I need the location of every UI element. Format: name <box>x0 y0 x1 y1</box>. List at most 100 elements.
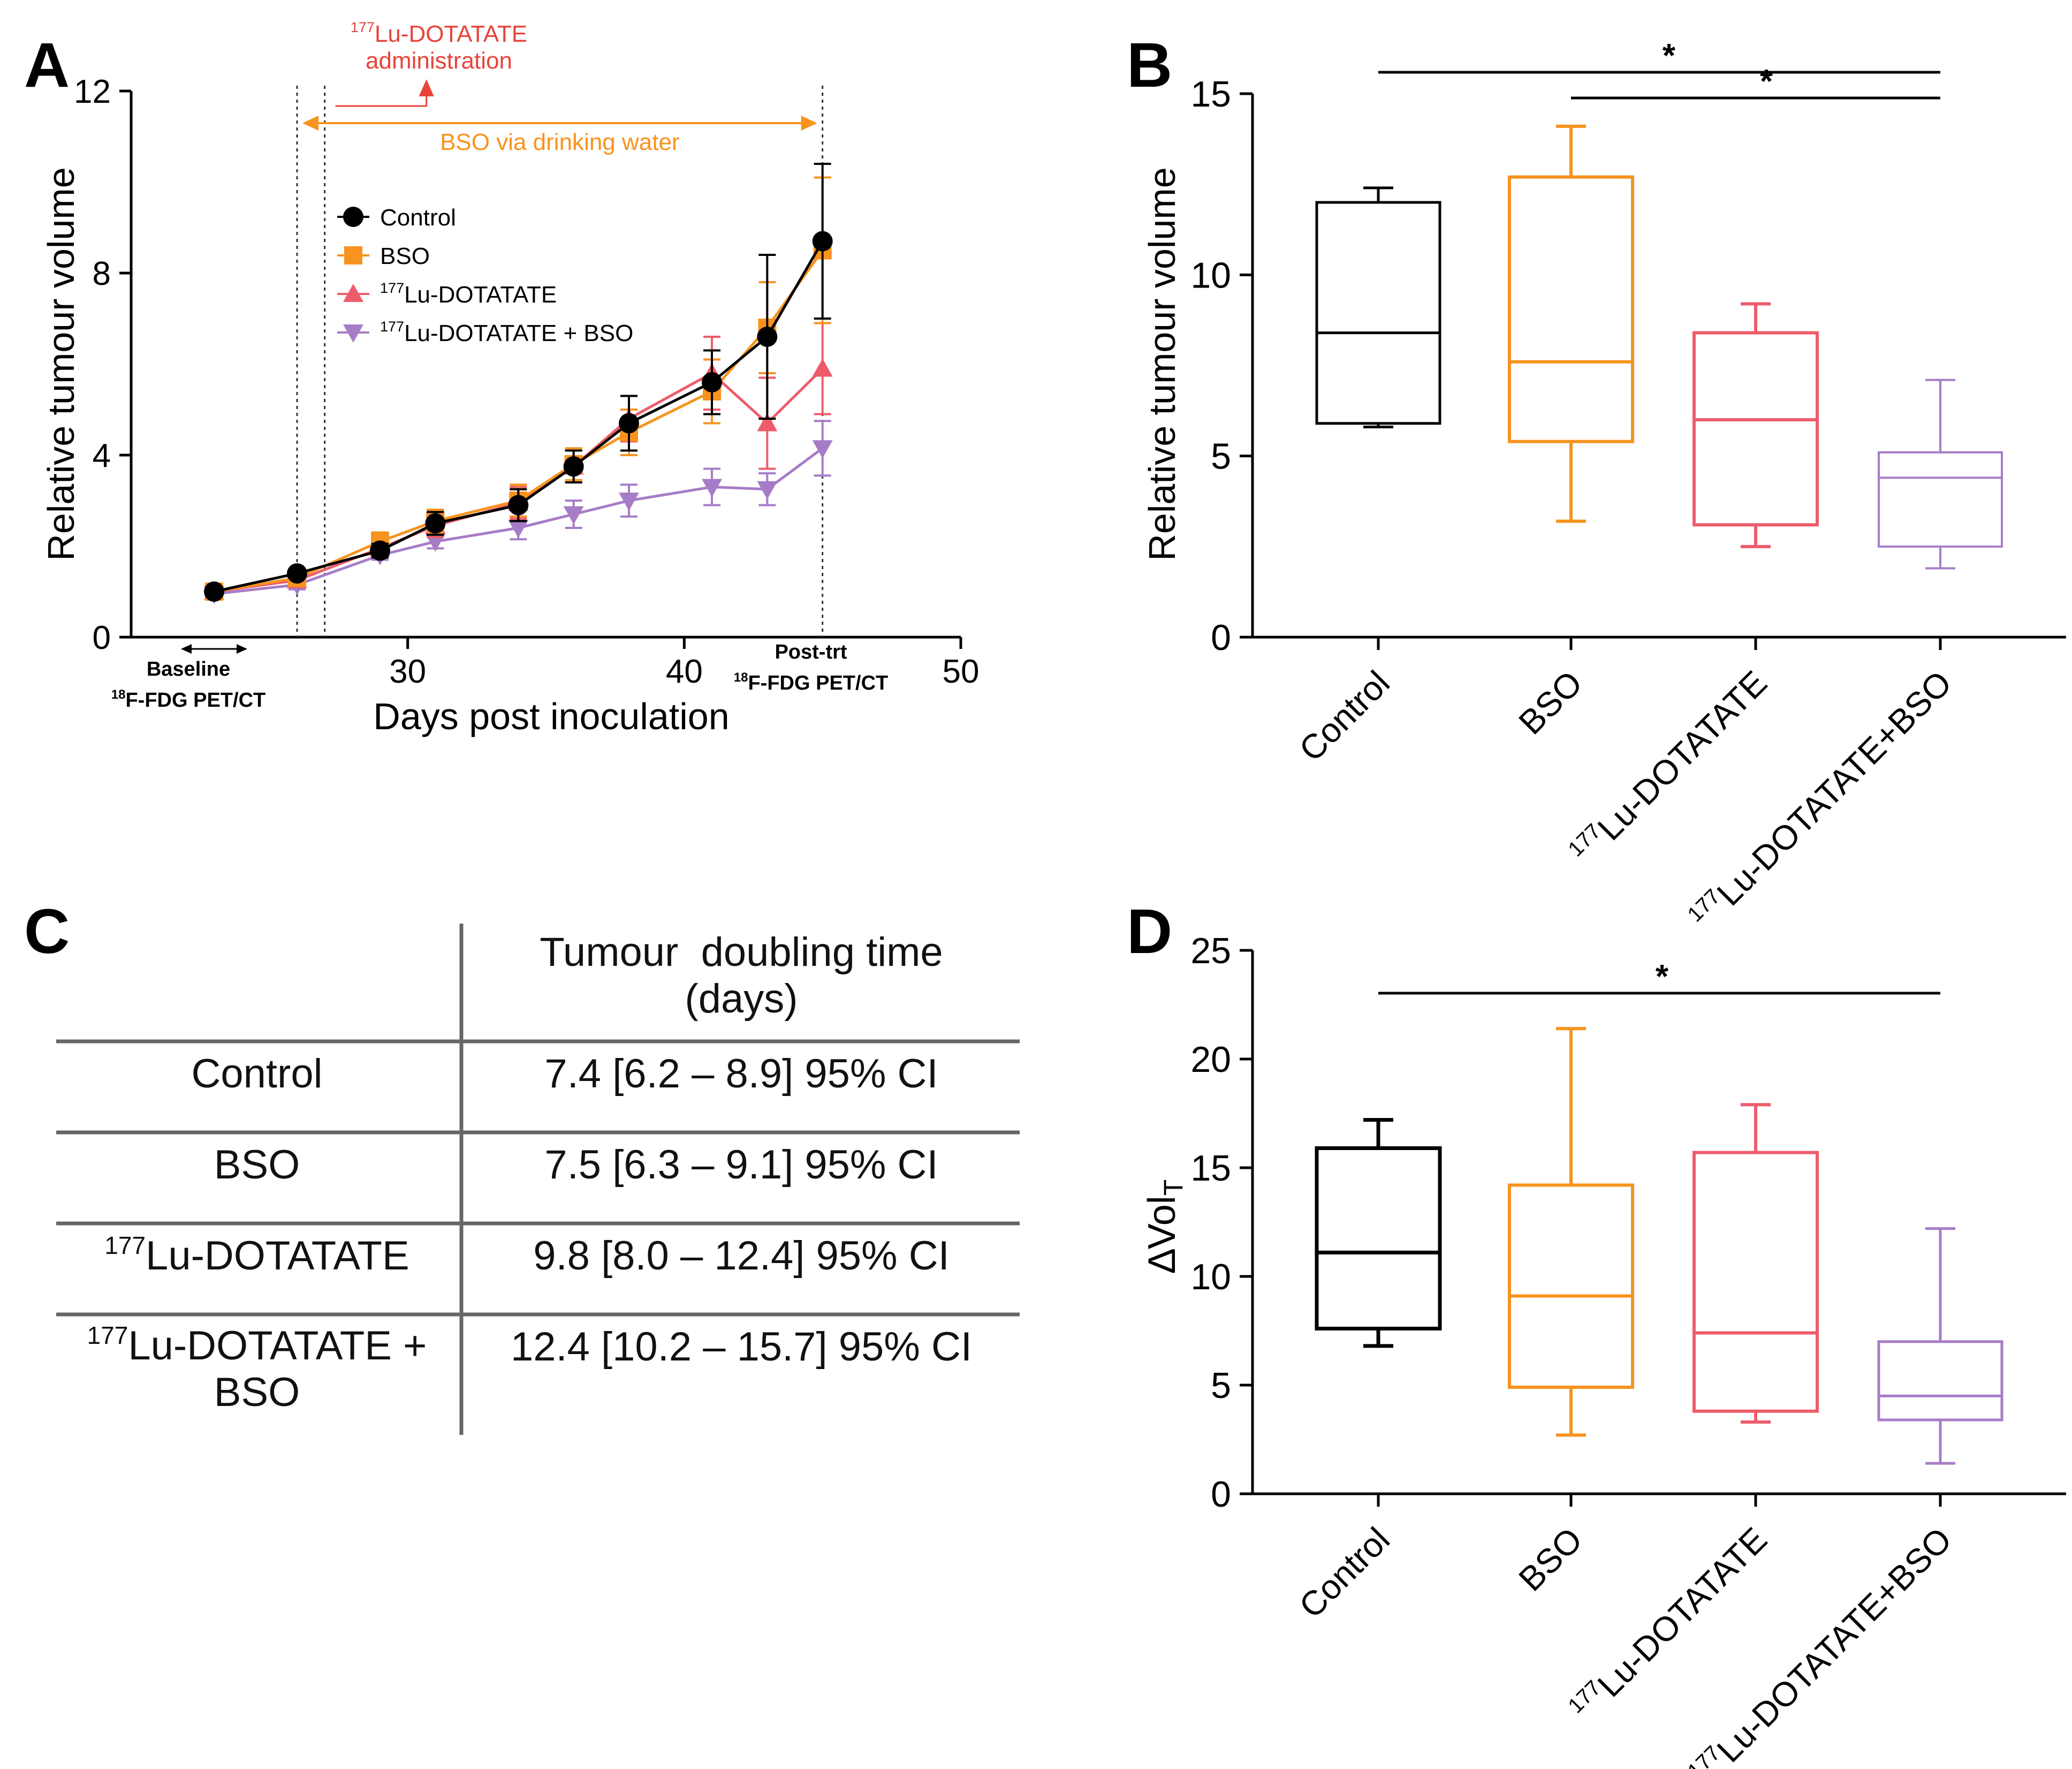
row-name: Control <box>191 1051 323 1097</box>
label-text: Lu-DOTATATE <box>375 21 527 47</box>
y-tick-label: 10 <box>1190 255 1231 296</box>
box-0 <box>1315 186 1441 429</box>
superscript: 18 <box>734 670 748 685</box>
posttrt-label-line1: Post-trt <box>775 641 847 663</box>
row-superscript: 177 <box>104 1231 146 1259</box>
baseline-arrow-left <box>181 644 192 654</box>
legend-marker <box>344 246 362 264</box>
row-name: Lu-DOTATATE <box>146 1233 409 1279</box>
superscript: 177 <box>351 19 375 35</box>
category-label: Control <box>1292 1520 1397 1626</box>
y-tick-label: 20 <box>1190 1039 1231 1080</box>
y-tick-label: 25 <box>1190 931 1231 971</box>
label-text: Lu-DOTATATE <box>404 282 557 308</box>
table-header-line1: Tumour doubling time <box>540 929 943 975</box>
table-row-value: 7.5 [6.3 – 9.1] 95% CI <box>544 1142 938 1188</box>
label-text: Lu-DOTATATE + BSO <box>404 320 633 346</box>
table-row-value: 9.8 [8.0 – 12.4] 95% CI <box>533 1233 950 1279</box>
significance-star: * <box>1663 37 1676 74</box>
significance-star: * <box>1760 63 1773 100</box>
box-0 <box>1315 1118 1442 1348</box>
baseline-label-line1: Baseline <box>147 658 230 681</box>
significance-star: * <box>1656 958 1669 995</box>
series-line <box>214 447 824 595</box>
data-point <box>508 495 529 516</box>
label-text: Lu-DOTATATE <box>1590 1520 1774 1704</box>
data-point <box>757 327 778 347</box>
panel-label-c: C <box>24 896 70 967</box>
data-point <box>619 413 639 434</box>
data-point <box>425 513 446 534</box>
admin-label-line1: 177Lu-DOTATATE <box>351 19 527 47</box>
admin-arrow-head <box>419 79 434 96</box>
y-label-subscript: T <box>1158 1180 1188 1196</box>
y-tick-label: 15 <box>1190 74 1231 115</box>
series-line <box>214 240 824 593</box>
category-label: 177Lu-DOTATATE <box>1564 1519 1774 1730</box>
legend-label: Control <box>380 205 456 231</box>
y-tick-label: 12 <box>74 73 111 110</box>
data-point <box>702 372 722 392</box>
category-label: Control <box>1292 663 1397 769</box>
table-row-name: BSO <box>59 1141 455 1188</box>
y-tick-label: 4 <box>93 437 111 474</box>
panel-a-chart: 0 4 8 12 30 40 50 Days post inoculation Relative… <box>40 19 979 737</box>
y-tick-label: 5 <box>1211 436 1231 477</box>
bso-water-label: BSO via drinking water <box>440 129 680 155</box>
label-text: F-FDG PET/CT <box>125 689 265 712</box>
label-text: F-FDG PET/CT <box>748 672 888 694</box>
data-point <box>757 481 778 500</box>
legend-label: BSO <box>380 243 430 269</box>
row-name: Lu-DOTATATE + <box>128 1323 427 1369</box>
data-point <box>508 520 529 538</box>
superscript: 177 <box>380 280 404 296</box>
panel-label-a: A <box>24 30 70 101</box>
box <box>1692 331 1819 527</box>
table-row-name: 177Lu-DOTATATE + BSO <box>59 1321 455 1416</box>
y-tick-label: 0 <box>1211 1474 1231 1515</box>
legend-label: 177Lu-DOTATATE + BSO <box>380 319 633 346</box>
table-header-line2: (days) <box>685 976 798 1022</box>
y-tick-label: 8 <box>93 255 111 292</box>
panel-label-b: B <box>1127 30 1172 101</box>
bso-arrow-left <box>302 116 318 131</box>
table-row-value: 7.4 [6.2 – 8.9] 95% CI <box>544 1051 938 1097</box>
x-tick-label: 50 <box>943 653 980 690</box>
y-tick-label: 10 <box>1190 1257 1231 1297</box>
posttrt-label-line2: 18F-FDG PET/CT <box>734 670 888 694</box>
row-superscript: 177 <box>87 1321 128 1349</box>
box <box>1877 1340 2003 1422</box>
data-point <box>812 358 833 377</box>
panel-label-d: D <box>1127 896 1172 967</box>
series-0 <box>204 163 833 602</box>
category-label: BSO <box>1511 1520 1589 1598</box>
box-1 <box>1508 1027 1634 1437</box>
data-point <box>287 563 307 584</box>
superscript: 18 <box>111 687 126 702</box>
data-point <box>370 540 390 561</box>
legend-marker <box>343 284 363 302</box>
category-label: BSO <box>1511 663 1589 742</box>
y-axis-label: Relative tumour volume <box>1141 167 1183 561</box>
data-point <box>812 440 833 459</box>
box-1 <box>1508 124 1634 523</box>
y-axis-label: Relative tumour volume <box>40 167 82 561</box>
data-point <box>702 479 722 497</box>
data-point <box>757 413 778 432</box>
y-tick-label: 0 <box>1211 617 1231 658</box>
baseline-label-line2: 18F-FDG PET/CT <box>111 687 265 712</box>
data-point <box>563 456 584 477</box>
row-name: BSO <box>214 1142 300 1188</box>
table-grid <box>56 924 1020 1435</box>
admin-label-line2: administration <box>366 48 512 74</box>
bso-arrow-right <box>801 116 817 131</box>
baseline-arrow-right <box>237 644 247 654</box>
legend-label: 177Lu-DOTATATE <box>380 280 557 308</box>
table-header: Tumour doubling time (days) <box>471 929 1012 1023</box>
label-text: Lu-DOTATATE <box>1590 663 1774 848</box>
box <box>1508 1183 1634 1389</box>
box <box>1878 451 2003 548</box>
box <box>1315 201 1441 425</box>
